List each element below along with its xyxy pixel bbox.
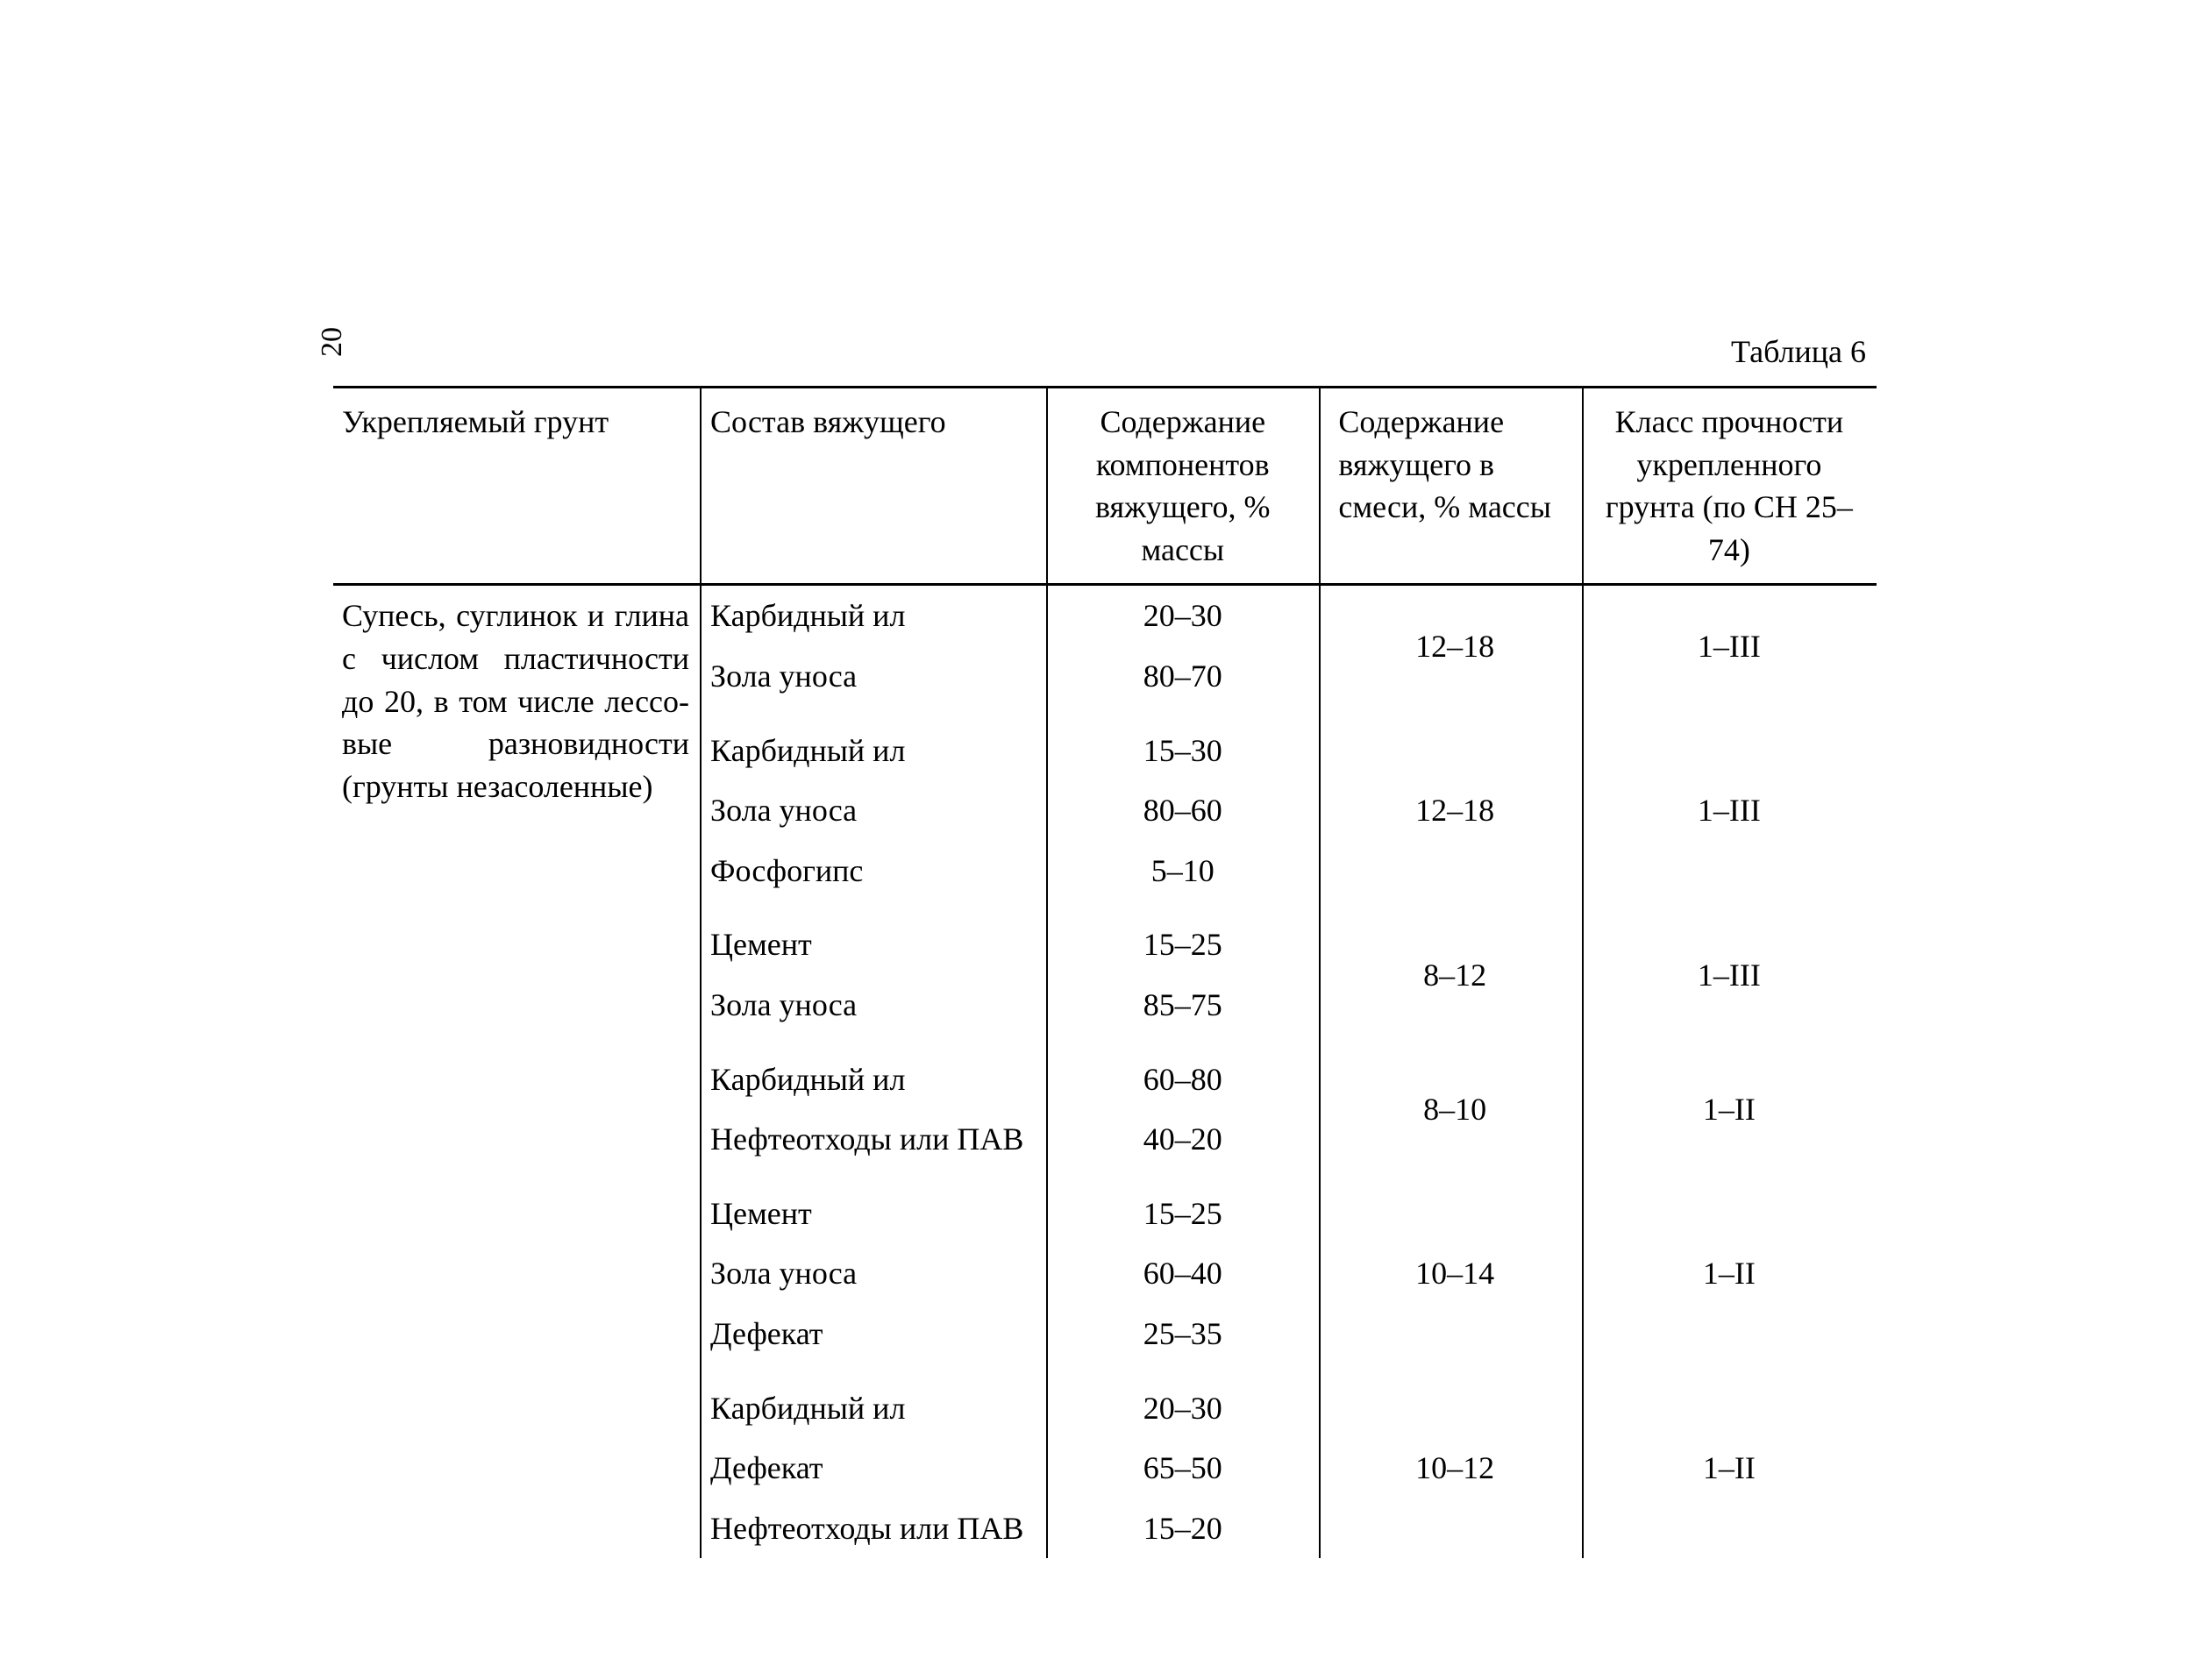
soil-cell: Супесь, суглинок и глина с числом пласти… (333, 585, 701, 1558)
component-value: 25–35 (1047, 1304, 1320, 1364)
component-name: Зола уноса (701, 975, 1047, 1036)
mix-content: 12–18 (1320, 707, 1582, 901)
table-caption: Таблица 6 (333, 333, 1877, 370)
header-strength: Класс прочно­сти укреплен­ного грунта (п… (1583, 388, 1877, 585)
component-name: Дефекат (701, 1304, 1047, 1364)
component-value: 80–70 (1047, 646, 1320, 707)
mix-content: 10–14 (1320, 1170, 1582, 1364)
component-value: 20–30 (1047, 585, 1320, 646)
header-row: Укрепляемый грунт Состав вяжущего Содерж… (333, 388, 1877, 585)
component-name: Зола уноса (701, 1243, 1047, 1304)
component-name: Карбидный ил (701, 1364, 1047, 1439)
component-name: Нефтеотходы или ПАВ (701, 1109, 1047, 1170)
component-name: Карбидный ил (701, 1036, 1047, 1110)
strength-class: 1–III (1583, 585, 1877, 707)
strength-class: 1–II (1583, 1036, 1877, 1170)
component-value: 5–10 (1047, 841, 1320, 901)
table-body: Супесь, суглинок и глина с числом пласти… (333, 585, 1877, 1558)
component-value: 15–20 (1047, 1498, 1320, 1559)
mix-content: 10–12 (1320, 1364, 1582, 1559)
component-value: 85–75 (1047, 975, 1320, 1036)
header-mix-content: Содержание вяжущего в смеси, % массы (1320, 388, 1582, 585)
component-name: Цемент (701, 1170, 1047, 1244)
page-body: Таблица 6 Укрепляемый грунт Состав вяжущ… (333, 333, 1877, 1558)
data-table: Укрепляемый грунт Состав вяжущего Содерж… (333, 386, 1877, 1558)
component-value: 15–25 (1047, 901, 1320, 975)
component-value: 60–80 (1047, 1036, 1320, 1110)
mix-content: 12–18 (1320, 585, 1582, 707)
header-soil: Укрепляемый грунт (333, 388, 701, 585)
strength-class: 1–III (1583, 901, 1877, 1035)
component-name: Карбидный ил (701, 707, 1047, 781)
mix-content: 8–12 (1320, 901, 1582, 1035)
strength-class: 1–II (1583, 1170, 1877, 1364)
component-value: 15–30 (1047, 707, 1320, 781)
mix-content: 8–10 (1320, 1036, 1582, 1170)
component-value: 40–20 (1047, 1109, 1320, 1170)
strength-class: 1–II (1583, 1364, 1877, 1559)
header-components: Содержание компонентов вяжущего, % массы (1047, 388, 1320, 585)
component-value: 80–60 (1047, 780, 1320, 841)
component-name: Зола уноса (701, 780, 1047, 841)
component-value: 15–25 (1047, 1170, 1320, 1244)
component-name: Фосфогипс (701, 841, 1047, 901)
component-name: Карбидный ил (701, 585, 1047, 646)
component-name: Дефекат (701, 1438, 1047, 1498)
strength-class: 1–III (1583, 707, 1877, 901)
component-value: 20–30 (1047, 1364, 1320, 1439)
table-row: Супесь, суглинок и глина с числом пласти… (333, 585, 1877, 646)
component-name: Нефтеотходы или ПАВ (701, 1498, 1047, 1559)
header-binder: Состав вяжущего (701, 388, 1047, 585)
component-value: 60–40 (1047, 1243, 1320, 1304)
component-value: 65–50 (1047, 1438, 1320, 1498)
component-name: Зола уноса (701, 646, 1047, 707)
component-name: Цемент (701, 901, 1047, 975)
